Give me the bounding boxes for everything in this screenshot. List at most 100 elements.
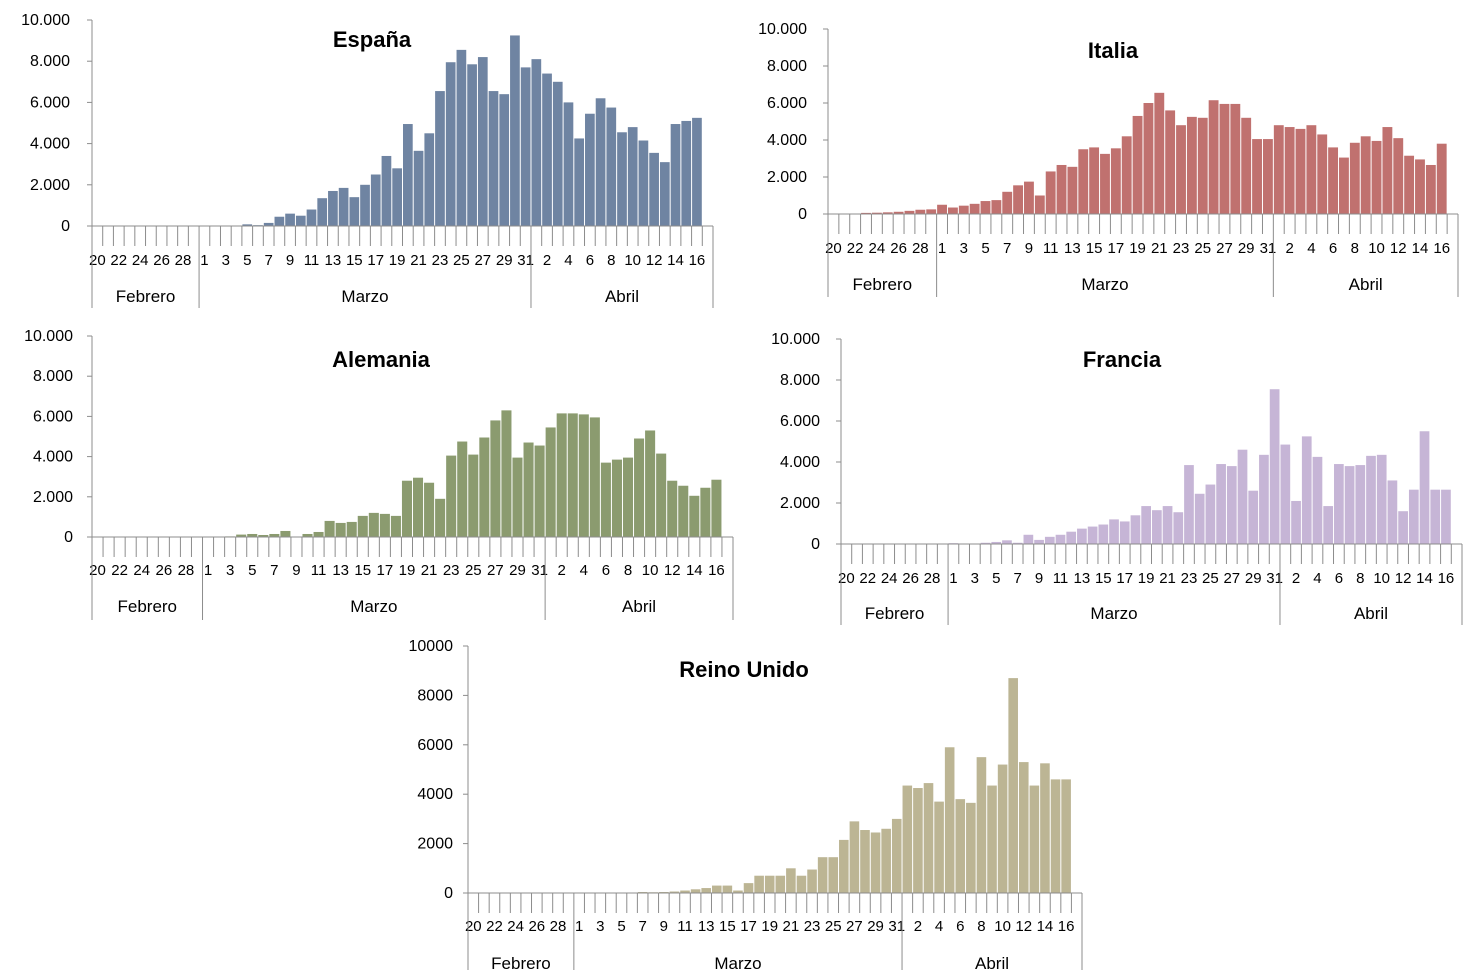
bar xyxy=(357,515,368,537)
bar xyxy=(701,888,711,893)
x-tick-label: 11 xyxy=(1043,240,1059,257)
bar xyxy=(457,441,468,537)
x-tick-label: 16 xyxy=(1438,570,1455,587)
x-tick-label: 13 xyxy=(1074,570,1091,587)
month-label: Abril xyxy=(605,287,639,306)
month-label: Marzo xyxy=(714,954,761,973)
bar xyxy=(390,515,401,537)
month-label: Febrero xyxy=(116,287,176,306)
y-tick-label: 10.000 xyxy=(771,331,820,348)
bar xyxy=(915,209,926,214)
bar xyxy=(966,802,976,893)
x-tick-label: 6 xyxy=(602,562,610,579)
bar xyxy=(446,455,457,537)
bar xyxy=(891,818,902,893)
bar xyxy=(1376,454,1387,544)
x-tick-label: 3 xyxy=(596,918,604,935)
bar xyxy=(1013,185,1024,214)
y-tick-label: 10.000 xyxy=(21,12,70,29)
bar xyxy=(617,132,627,226)
x-tick-label: 23 xyxy=(443,562,460,579)
x-tick-label: 21 xyxy=(421,562,438,579)
bar xyxy=(1430,489,1441,544)
x-tick-label: 6 xyxy=(956,918,964,935)
x-tick-label: 26 xyxy=(902,570,919,587)
bar xyxy=(1002,540,1012,544)
bar xyxy=(563,102,574,226)
x-tick-label: 25 xyxy=(453,252,470,269)
x-tick-label: 17 xyxy=(367,252,384,269)
bar xyxy=(501,410,512,537)
bar xyxy=(1301,436,1312,544)
x-tick-label: 14 xyxy=(667,252,684,269)
bar xyxy=(923,783,934,893)
bar xyxy=(263,222,274,226)
bar xyxy=(987,785,997,893)
month-label: Febrero xyxy=(117,597,177,616)
chart-title: España xyxy=(333,27,412,52)
bar xyxy=(606,107,617,226)
month-label: Febrero xyxy=(491,954,551,973)
bar xyxy=(1419,431,1430,544)
bar xyxy=(556,413,567,537)
bar xyxy=(1121,136,1132,214)
bar xyxy=(1045,171,1056,214)
x-tick-label: 28 xyxy=(178,562,195,579)
bar xyxy=(692,117,702,226)
month-label: Marzo xyxy=(341,287,388,306)
x-tick-label: 31 xyxy=(531,562,548,579)
bar xyxy=(1050,779,1061,893)
x-tick-label: 19 xyxy=(1138,570,1155,587)
bar xyxy=(649,152,659,226)
x-tick-label: 28 xyxy=(550,918,567,935)
bar xyxy=(775,875,786,893)
bar xyxy=(1002,191,1013,214)
x-tick-label: 28 xyxy=(912,240,929,257)
bar xyxy=(242,224,253,226)
x-tick-label: 11 xyxy=(1053,570,1069,587)
x-tick-label: 27 xyxy=(487,562,504,579)
bar xyxy=(881,828,891,893)
x-tick-label: 26 xyxy=(155,562,172,579)
bar xyxy=(381,155,392,226)
bar xyxy=(904,210,915,214)
month-label: Abril xyxy=(1354,604,1388,623)
x-tick-label: 20 xyxy=(89,252,106,269)
bar xyxy=(1317,134,1328,214)
bar xyxy=(324,520,335,537)
x-tick-label: 29 xyxy=(509,562,526,579)
bar xyxy=(991,200,1002,214)
bar xyxy=(306,209,317,226)
month-label: Marzo xyxy=(350,597,397,616)
x-tick-label: 20 xyxy=(89,562,106,579)
x-tick-label: 25 xyxy=(465,562,482,579)
bar xyxy=(468,454,479,537)
bar xyxy=(269,533,280,537)
bar xyxy=(280,530,291,537)
bar xyxy=(1018,762,1029,893)
x-tick-label: 27 xyxy=(474,252,491,269)
y-tick-label: 4.000 xyxy=(30,136,70,153)
bar xyxy=(670,124,681,226)
x-tick-label: 29 xyxy=(496,252,513,269)
x-tick-label: 3 xyxy=(971,570,979,587)
y-tick-label: 4.000 xyxy=(33,449,73,466)
bar xyxy=(1078,149,1089,214)
bar xyxy=(1334,464,1344,544)
bar xyxy=(338,187,349,226)
bar xyxy=(667,480,678,537)
bar xyxy=(295,215,306,226)
x-tick-label: 13 xyxy=(698,918,715,935)
x-tick-label: 10 xyxy=(994,918,1011,935)
bar xyxy=(479,437,490,537)
bar xyxy=(552,81,563,226)
x-tick-label: 4 xyxy=(1307,240,1315,257)
x-tick-label: 21 xyxy=(1151,240,1168,257)
bar xyxy=(622,457,634,537)
bar xyxy=(589,417,600,537)
bar xyxy=(807,869,817,893)
bar xyxy=(413,150,424,226)
x-tick-label: 1 xyxy=(575,918,583,935)
